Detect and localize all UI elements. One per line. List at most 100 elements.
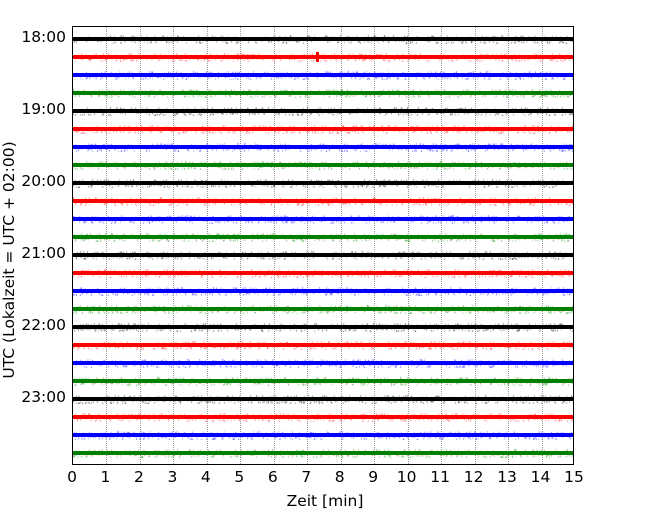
gridline-vertical bbox=[441, 27, 443, 464]
x-axis-tick-label: 13 bbox=[497, 468, 517, 486]
trace-noise bbox=[73, 322, 573, 333]
trace-noise bbox=[73, 250, 573, 261]
trace-noise bbox=[73, 88, 573, 99]
x-axis-tick bbox=[508, 464, 509, 465]
data-trace bbox=[73, 88, 573, 99]
data-trace bbox=[73, 34, 573, 45]
x-axis-tick bbox=[73, 464, 74, 465]
data-trace bbox=[73, 304, 573, 315]
y-axis-tick-major bbox=[72, 255, 73, 256]
x-axis-tick-label: 1 bbox=[100, 468, 111, 486]
trace-noise bbox=[73, 358, 573, 369]
y-axis-tick-minor bbox=[72, 435, 73, 436]
data-trace bbox=[73, 394, 573, 405]
data-trace bbox=[73, 178, 573, 189]
data-trace bbox=[73, 448, 573, 459]
gridline-vertical bbox=[240, 27, 242, 464]
y-axis-tick-minor bbox=[72, 363, 73, 364]
trace-noise bbox=[73, 34, 573, 45]
trace-noise bbox=[73, 268, 573, 279]
trace-noise bbox=[73, 304, 573, 315]
y-axis-tick-minor bbox=[72, 165, 73, 166]
x-axis-tick-label: 14 bbox=[530, 468, 551, 486]
x-axis-tick bbox=[307, 464, 308, 465]
data-trace bbox=[73, 106, 573, 117]
gridline-vertical bbox=[173, 27, 175, 464]
y-axis-tick-minor bbox=[72, 237, 73, 238]
trace-noise bbox=[73, 430, 573, 441]
x-axis-tick bbox=[374, 464, 375, 465]
gridline-vertical bbox=[106, 27, 108, 464]
x-axis-tick-label: 11 bbox=[430, 468, 450, 486]
trace-noise bbox=[73, 52, 573, 63]
y-axis-tick-minor bbox=[72, 309, 73, 310]
x-axis-tick bbox=[408, 464, 409, 465]
trace-noise bbox=[73, 142, 573, 153]
x-axis-tick bbox=[475, 464, 476, 465]
trace-noise bbox=[73, 232, 573, 243]
y-axis-tick-label: 23:00 bbox=[21, 388, 66, 407]
data-trace bbox=[73, 160, 573, 171]
y-axis-tick-label: 19:00 bbox=[21, 100, 66, 119]
x-axis-tick-label: 3 bbox=[167, 468, 178, 486]
trace-noise bbox=[73, 214, 573, 225]
trace-noise bbox=[73, 160, 573, 171]
y-axis-tick-major bbox=[72, 327, 73, 328]
data-trace bbox=[73, 214, 573, 225]
data-trace bbox=[73, 196, 573, 207]
y-axis-tick-minor bbox=[72, 219, 73, 220]
x-axis-tick-label: 2 bbox=[133, 468, 144, 486]
plot-area bbox=[72, 26, 574, 465]
gridline-vertical bbox=[374, 27, 376, 464]
trace-noise bbox=[73, 178, 573, 189]
y-axis-tick-minor bbox=[72, 57, 73, 58]
gridline-vertical bbox=[206, 27, 208, 464]
trace-noise bbox=[73, 196, 573, 207]
data-trace bbox=[73, 322, 573, 333]
y-axis-tick-minor bbox=[72, 291, 73, 292]
x-axis-tick-label: 0 bbox=[67, 468, 77, 486]
y-axis-tick-label: 18:00 bbox=[21, 28, 66, 47]
y-axis-tick-major bbox=[72, 399, 73, 400]
data-trace bbox=[73, 250, 573, 261]
y-axis-tick-minor bbox=[72, 381, 73, 382]
y-axis-tick-minor bbox=[72, 147, 73, 148]
gridline-vertical bbox=[139, 27, 141, 464]
x-axis-tick-label: 5 bbox=[234, 468, 245, 486]
y-axis-tick-label: 22:00 bbox=[21, 316, 66, 335]
x-axis-tick bbox=[140, 464, 141, 465]
y-axis-tick-label: 20:00 bbox=[21, 172, 66, 191]
y-axis-tick-major bbox=[72, 183, 73, 184]
x-axis-tick bbox=[274, 464, 275, 465]
data-trace bbox=[73, 232, 573, 243]
data-trace bbox=[73, 142, 573, 153]
data-trace bbox=[73, 70, 573, 81]
trace-noise bbox=[73, 286, 573, 297]
y-axis-tick-minor bbox=[72, 75, 73, 76]
x-axis-tick-label: 15 bbox=[564, 468, 584, 486]
y-axis-tick-minor bbox=[72, 201, 73, 202]
x-axis-tick bbox=[207, 464, 208, 465]
anomaly-spike bbox=[315, 52, 319, 63]
gridline-vertical bbox=[508, 27, 510, 464]
x-axis-tick bbox=[173, 464, 174, 465]
trace-noise bbox=[73, 394, 573, 405]
y-axis-tick-minor bbox=[72, 453, 73, 454]
x-axis-tick bbox=[441, 464, 442, 465]
gridline-vertical bbox=[541, 27, 543, 464]
trace-noise bbox=[73, 412, 573, 423]
data-trace bbox=[73, 124, 573, 135]
trace-noise bbox=[73, 124, 573, 135]
x-axis-tick-label: 7 bbox=[301, 468, 312, 486]
trace-noise bbox=[73, 70, 573, 81]
x-axis-tick-label: 4 bbox=[200, 468, 211, 486]
y-axis-tick-major bbox=[72, 111, 73, 112]
data-trace bbox=[73, 340, 573, 351]
data-trace bbox=[73, 430, 573, 441]
trace-noise bbox=[73, 376, 573, 387]
y-axis-tick-label: 21:00 bbox=[21, 244, 66, 263]
x-axis-tick bbox=[341, 464, 342, 465]
trace-noise bbox=[73, 340, 573, 351]
x-axis-tick-label: 9 bbox=[368, 468, 379, 486]
